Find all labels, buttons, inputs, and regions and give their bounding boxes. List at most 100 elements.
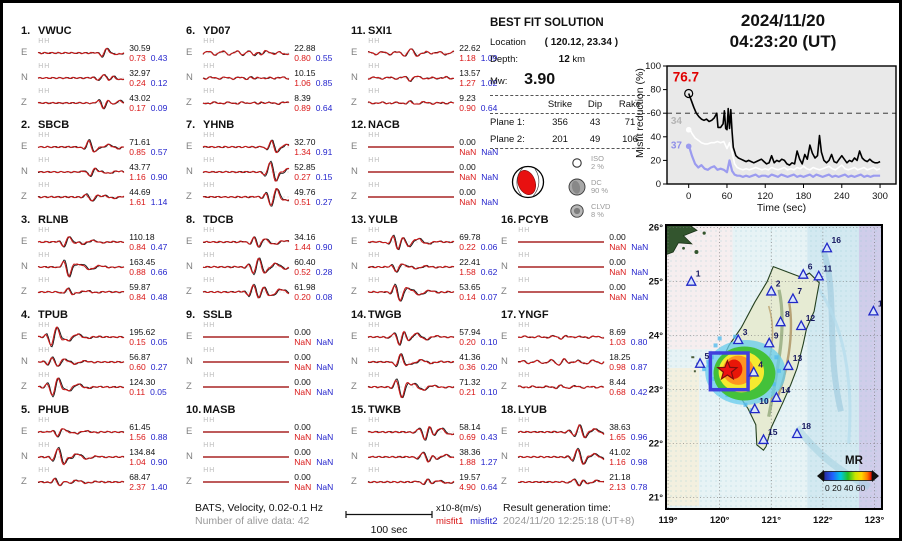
map-station-3: 3 xyxy=(732,327,748,345)
misfit2-value: NaN xyxy=(316,481,334,492)
waveform-svg xyxy=(367,426,455,441)
waveform-svg xyxy=(38,446,125,466)
misfit2-value: 0.08 xyxy=(315,291,333,302)
component-label: Z xyxy=(186,97,192,108)
flat-dead-trace xyxy=(518,266,605,268)
mw-row: Mw: 3.90 xyxy=(490,71,660,89)
svg-text:300: 300 xyxy=(872,191,888,202)
dc-text: DC 90 % xyxy=(591,178,608,196)
misfit2-value: 0.12 xyxy=(150,77,168,88)
component-row-SXI1-Z: Z HH 9.23 0.90 0.64 xyxy=(351,88,503,115)
misfit1-value: NaN xyxy=(294,481,312,492)
units-legend: x10-8(m/s) misfit1 misfit2 xyxy=(436,502,498,528)
peak-amplitude: 49.76 xyxy=(294,186,316,197)
component-row-MASB-N: N HH 0.00 NaN NaN xyxy=(186,442,338,469)
component-row-VWUC-N: N HH 32.97 0.24 0.12 xyxy=(21,63,173,90)
iso-item: ISO 2 % xyxy=(568,151,610,175)
flat-dead-trace xyxy=(203,386,290,388)
flat-dead-trace xyxy=(203,481,290,483)
misfit1-value: 1.18 xyxy=(459,52,476,63)
waveform-trace: HH xyxy=(36,252,126,279)
misfit1-value: NaN xyxy=(459,146,477,157)
component-label: E xyxy=(21,331,28,342)
flat-dead-trace xyxy=(518,241,605,243)
waveform-svg xyxy=(37,193,125,202)
station-panel-YD07: 6. YD07 E HH 22.88 0.80 0.55 N HH 10.15 1.06 0.85 Z H… xyxy=(186,25,338,118)
svg-text:9: 9 xyxy=(774,330,779,340)
component-label: N xyxy=(351,261,358,272)
svg-text:18: 18 xyxy=(802,421,812,431)
misfit1-value: 0.51 xyxy=(294,196,311,207)
svg-text:60: 60 xyxy=(722,191,733,202)
component-row-LYUB-N: N HH 41.02 1.16 0.98 xyxy=(501,442,653,469)
channel-label: HH xyxy=(368,442,381,449)
channel-label: HH xyxy=(203,322,216,329)
svg-text:0 20 40 60: 0 20 40 60 xyxy=(825,483,865,493)
peak-amplitude: 8.39 xyxy=(294,92,311,103)
waveform-svg xyxy=(368,451,455,463)
component-row-MASB-E: E HH 0.00 NaN NaN xyxy=(186,417,338,444)
misfit2-value: 0.80 xyxy=(630,336,648,347)
waveform-svg xyxy=(38,98,125,110)
peak-amplitude: 0.00 xyxy=(459,136,476,147)
component-row-YULB-E: E HH 69.78 0.22 0.06 xyxy=(351,227,503,254)
peak-amplitude: 56.87 xyxy=(129,351,151,362)
component-label: E xyxy=(186,47,193,58)
waveform-svg xyxy=(202,160,290,182)
waveform-svg xyxy=(38,73,125,82)
mw-value: 3.90 xyxy=(524,71,556,88)
waveform-trace: HH xyxy=(516,442,606,469)
channel-label: HH xyxy=(368,417,381,424)
amplitude-misfit-values: 8.39 0.89 0.64 xyxy=(291,93,338,113)
amplitude-misfit-values: 43.02 0.17 0.09 xyxy=(126,93,173,113)
misfit1-value: 0.90 xyxy=(459,102,476,113)
misfit1-value: 0.21 xyxy=(459,386,476,397)
component-row-SBCB-E: E HH 71.61 0.85 0.57 xyxy=(21,132,173,159)
channel-label: HH xyxy=(38,372,51,379)
component-row-SXI1-E: E HH 22.62 1.18 1.09 xyxy=(351,38,503,65)
svg-text:13: 13 xyxy=(793,353,803,363)
clvd-label: CLVD xyxy=(591,201,611,211)
station-number: 18. xyxy=(501,404,517,416)
misfit1-value: 1.61 xyxy=(129,196,146,207)
misfit1-value: 0.80 xyxy=(294,52,311,63)
station-code: TDCB xyxy=(203,214,234,226)
misfit1-value: 1.06 xyxy=(294,77,311,88)
amplitude-misfit-values: 0.00 NaN NaN xyxy=(291,447,338,467)
lat-label: 25° xyxy=(649,277,664,288)
component-row-YD07-E: E HH 22.88 0.80 0.55 xyxy=(186,38,338,65)
component-row-TWKB-Z: Z HH 19.57 4.90 0.64 xyxy=(351,467,503,494)
component-label: E xyxy=(186,236,193,247)
component-label: N xyxy=(501,356,508,367)
amplitude-misfit-values: 30.59 0.73 0.43 xyxy=(126,43,173,63)
amplitude-misfit-values: 22.62 1.18 1.09 xyxy=(456,43,503,63)
waveform-trace: HH xyxy=(201,182,291,209)
peak-amplitude: 68.47 xyxy=(129,471,151,482)
peak-amplitude: 69.78 xyxy=(459,231,481,242)
component-label: E xyxy=(186,331,193,342)
peak-amplitude: 34.16 xyxy=(294,231,316,242)
misfit1-value: 0.20 xyxy=(459,336,476,347)
waveform-trace: HH xyxy=(516,227,606,254)
channel-label: HH xyxy=(203,277,216,284)
plane1-rake: 71 xyxy=(624,117,636,128)
svg-text:8: 8 xyxy=(785,309,790,319)
amplitude-misfit-values: 0.00 NaN NaN xyxy=(291,377,338,397)
peak-amplitude: 44.69 xyxy=(129,186,151,197)
dc-icon xyxy=(568,178,586,196)
station-code: MASB xyxy=(203,404,236,416)
component-row-VWUC-Z: Z HH 43.02 0.17 0.09 xyxy=(21,88,173,115)
map-station-4: 4 xyxy=(748,359,763,377)
component-label: Z xyxy=(21,476,27,487)
amplitude-misfit-values: 0.00 NaN NaN xyxy=(606,257,653,277)
station-panel-VWUC: 1. VWUC E HH 30.59 0.73 0.43 N HH 32.97 0.24 0.12 Z H… xyxy=(21,25,173,118)
peak-amplitude: 18.25 xyxy=(609,351,631,362)
component-label: N xyxy=(21,451,28,462)
station-title: 1. VWUC xyxy=(21,25,173,40)
svg-text:0: 0 xyxy=(686,191,691,202)
plane1-strike: 356 xyxy=(552,117,568,128)
waveform-svg xyxy=(203,283,290,299)
flat-dead-trace xyxy=(203,456,290,458)
misfit1-value: 0.22 xyxy=(459,241,476,252)
amplitude-misfit-values: 0.00 NaN NaN xyxy=(291,422,338,442)
